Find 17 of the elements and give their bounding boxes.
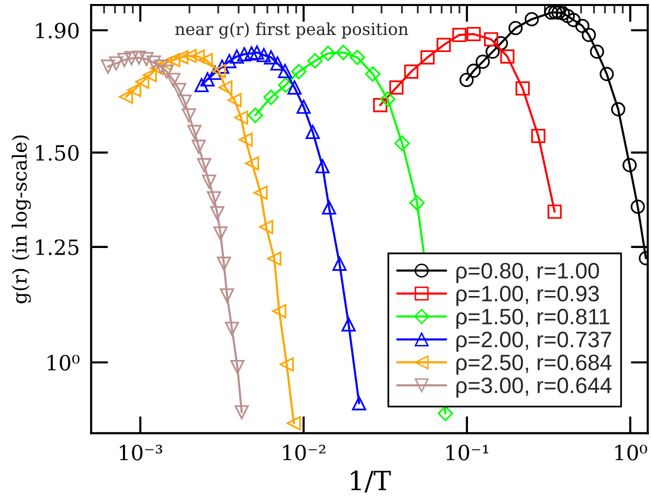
y-tick-label: 1.50: [36, 145, 79, 161]
x-tick-label: 10⁻³: [120, 444, 162, 460]
y-tick-label: 1.25: [36, 239, 78, 256]
x-tick-label: 10⁰: [615, 444, 648, 460]
x-tick-label: 10⁻¹: [446, 444, 488, 460]
x-axis-title: 1/T: [351, 470, 391, 493]
y-tick-label: 1.90: [36, 22, 79, 38]
x-tick-label: 10⁻²: [283, 444, 326, 460]
y-tick-label: 10⁰: [48, 354, 80, 371]
legend-label: ρ=3.00, r=0.644: [456, 378, 612, 398]
legend-label: ρ=1.50, r=0.811: [456, 308, 610, 329]
annotation: near g(r) first peak position: [175, 22, 408, 39]
legend-label: ρ=1.00, r=0.93: [456, 286, 599, 306]
legend-label: ρ=2.00, r=0.737: [456, 332, 612, 352]
legend-label: ρ=0.80, r=1.00: [456, 262, 599, 283]
y-axis-title: g(r) (in log-scale): [12, 136, 31, 304]
legend-label: ρ=2.50, r=0.684: [456, 354, 612, 375]
